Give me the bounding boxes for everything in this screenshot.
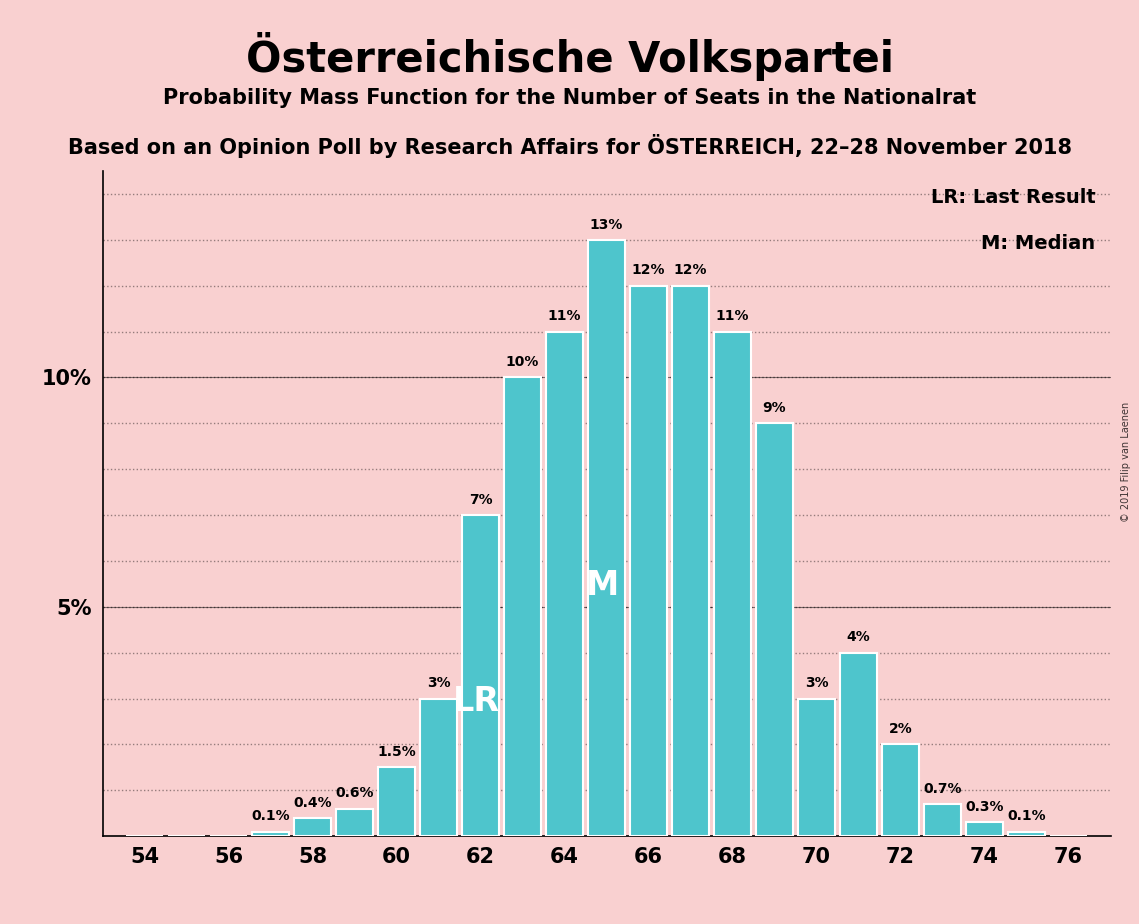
Text: LR: LR xyxy=(453,685,500,718)
Text: 3%: 3% xyxy=(427,676,450,690)
Text: M: M xyxy=(585,569,618,602)
Text: 12%: 12% xyxy=(674,263,707,277)
Bar xyxy=(419,699,458,836)
Bar xyxy=(839,652,877,836)
Text: © 2019 Filip van Laenen: © 2019 Filip van Laenen xyxy=(1121,402,1131,522)
Text: 3%: 3% xyxy=(805,676,828,690)
Text: 9%: 9% xyxy=(763,401,786,415)
Bar xyxy=(546,332,583,836)
Bar xyxy=(1008,832,1046,836)
Text: M: Median: M: Median xyxy=(982,234,1096,253)
Text: 11%: 11% xyxy=(548,310,581,323)
Text: Österreichische Volkspartei: Österreichische Volkspartei xyxy=(246,32,893,81)
Text: 13%: 13% xyxy=(590,217,623,232)
Text: 10%: 10% xyxy=(506,355,539,370)
Text: Based on an Opinion Poll by Research Affairs for ÖSTERREICH, 22–28 November 2018: Based on an Opinion Poll by Research Aff… xyxy=(67,134,1072,158)
Bar xyxy=(294,818,331,836)
Text: 12%: 12% xyxy=(632,263,665,277)
Bar xyxy=(503,377,541,836)
Bar xyxy=(797,699,835,836)
Bar xyxy=(924,804,961,836)
Text: 0.1%: 0.1% xyxy=(252,809,289,823)
Bar xyxy=(588,239,625,836)
Text: LR: Last Result: LR: Last Result xyxy=(931,188,1096,207)
Bar xyxy=(630,286,667,836)
Bar xyxy=(461,515,499,836)
Text: 11%: 11% xyxy=(715,310,749,323)
Text: 4%: 4% xyxy=(846,630,870,644)
Bar xyxy=(252,832,289,836)
Text: 0.6%: 0.6% xyxy=(335,786,374,800)
Bar xyxy=(336,808,374,836)
Bar xyxy=(966,822,1003,836)
Text: 0.1%: 0.1% xyxy=(1007,809,1046,823)
Text: 0.7%: 0.7% xyxy=(924,782,961,796)
Bar xyxy=(882,745,919,836)
Bar xyxy=(378,768,416,836)
Text: 0.3%: 0.3% xyxy=(965,800,1003,814)
Bar xyxy=(755,423,794,836)
Text: 1.5%: 1.5% xyxy=(377,745,416,760)
Text: 0.4%: 0.4% xyxy=(293,796,331,809)
Bar xyxy=(714,332,752,836)
Text: 7%: 7% xyxy=(469,492,492,506)
Text: 2%: 2% xyxy=(888,723,912,736)
Text: Probability Mass Function for the Number of Seats in the Nationalrat: Probability Mass Function for the Number… xyxy=(163,88,976,108)
Bar xyxy=(672,286,710,836)
